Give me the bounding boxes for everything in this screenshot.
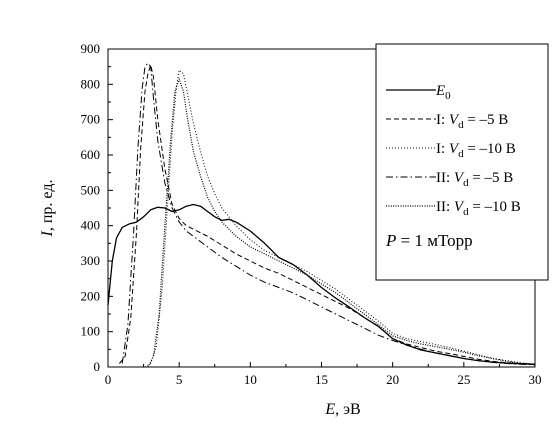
pressure-annotation: P = 1 мТорр bbox=[385, 231, 473, 250]
series-e0-line bbox=[107, 203, 536, 365]
legend-entry: I: Vd = –10 В bbox=[436, 141, 516, 160]
legend-entry: II: Vd = –5 В bbox=[436, 170, 513, 189]
x-tick-label: 30 bbox=[529, 372, 542, 387]
x-tick-label: 25 bbox=[457, 372, 470, 387]
y-tick-label: 800 bbox=[81, 76, 101, 91]
y-tick-label: 100 bbox=[81, 324, 101, 339]
y-tick-label: 900 bbox=[81, 41, 101, 56]
x-tick-label: 10 bbox=[244, 372, 257, 387]
legend-entry: E0 bbox=[435, 83, 451, 102]
x-tick-label: 0 bbox=[105, 372, 112, 387]
x-tick-label: 15 bbox=[315, 372, 328, 387]
y-tick-label: 0 bbox=[94, 359, 101, 374]
x-tick-label: 20 bbox=[386, 372, 399, 387]
legend-entry: I: Vd = –5 В bbox=[436, 112, 508, 131]
x-axis-label: E, эВ bbox=[324, 401, 360, 418]
y-tick-label: 600 bbox=[81, 147, 101, 162]
legend-box bbox=[375, 43, 549, 281]
y-tick-label: 500 bbox=[81, 182, 101, 197]
series-lines bbox=[107, 62, 536, 368]
series-ii-10-line bbox=[147, 78, 536, 368]
legend: E0 I: Vd = –5 В I: Vd = –10 В II: Vd = –5 В… bbox=[386, 83, 521, 218]
series-i-10-line bbox=[144, 69, 536, 368]
y-tick-label: 300 bbox=[81, 253, 101, 268]
x-tick-label: 5 bbox=[176, 372, 183, 387]
y-axis-label: I, пр. ед. bbox=[39, 180, 56, 238]
legend-entry: II: Vd = –10 В bbox=[436, 199, 521, 218]
series-ii-5-line bbox=[121, 62, 536, 366]
y-tick-label: 400 bbox=[81, 218, 101, 233]
y-tick-label: 700 bbox=[81, 112, 101, 127]
y-tick-label: 200 bbox=[81, 288, 101, 303]
